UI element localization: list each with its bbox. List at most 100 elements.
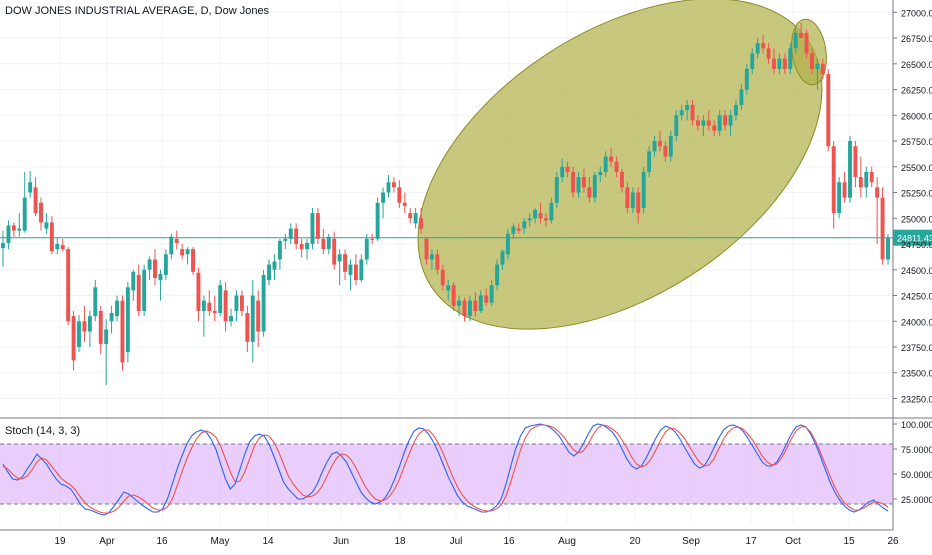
candle-body: [820, 63, 825, 75]
price-tick-label: 25500.00: [901, 163, 932, 173]
candle-body: [115, 300, 119, 317]
x-tick-label: 26: [887, 536, 899, 547]
candle-body: [826, 74, 831, 147]
candle-body: [581, 177, 586, 188]
candle-body: [381, 192, 386, 203]
price-tick-label: 24500.00: [901, 266, 932, 276]
candle-body: [663, 146, 668, 157]
candle-body: [33, 187, 38, 214]
candle-body: [60, 245, 65, 250]
candle-body: [679, 110, 684, 116]
candle-body: [543, 218, 548, 221]
candle-body: [782, 58, 787, 69]
candle-body: [402, 202, 407, 206]
candle-body: [131, 271, 136, 291]
price-tick-label: 24000.00: [901, 317, 932, 327]
candle-body: [788, 48, 793, 69]
candle-body: [359, 259, 364, 281]
candle-body: [261, 274, 266, 332]
candle-body: [299, 244, 304, 250]
x-tick-label: 20: [629, 536, 641, 547]
candle-body: [636, 192, 641, 214]
stoch-title: Stoch (14, 3, 3): [5, 425, 81, 437]
candle-body: [294, 228, 299, 245]
candle-body: [549, 202, 554, 221]
candle-body: [500, 251, 505, 265]
candle-body: [66, 249, 71, 322]
price-tick-label: 23750.00: [901, 343, 932, 353]
candle-body: [728, 115, 733, 126]
candle-body: [880, 197, 885, 260]
candle-body: [766, 48, 771, 59]
candle-body: [370, 238, 375, 240]
candle-body: [353, 264, 358, 281]
candle-body: [77, 321, 81, 347]
x-tick-label: Jul: [450, 536, 463, 547]
candle-body: [793, 32, 798, 49]
candle-body: [652, 141, 657, 152]
candle-body: [82, 321, 87, 332]
candle-body: [696, 120, 700, 126]
x-tick-label: 14: [262, 536, 274, 547]
candle-body: [6, 225, 11, 243]
candle-body: [560, 166, 565, 178]
candle-body: [429, 254, 434, 260]
candle-body: [87, 316, 92, 332]
candle-body: [11, 225, 16, 231]
candle-body: [603, 156, 608, 172]
candle-body: [734, 104, 738, 116]
x-tick-label: 16: [156, 536, 168, 547]
price-tick-label: 26500.00: [901, 60, 932, 70]
candle-body: [326, 236, 331, 250]
candle-body: [1, 242, 5, 249]
candle-body: [842, 182, 847, 198]
stoch-band: [0, 444, 893, 504]
candle-body: [315, 213, 320, 239]
candle-body: [647, 151, 652, 172]
candle-body: [272, 261, 277, 270]
candle-body: [706, 120, 711, 126]
candle-body: [109, 313, 114, 322]
x-tick-label: May: [211, 536, 230, 547]
candle-body: [223, 290, 228, 322]
candle-body: [250, 295, 255, 342]
candle-body: [22, 197, 27, 231]
candle-body: [739, 89, 744, 105]
candle-body: [478, 295, 483, 311]
candle-body: [180, 249, 185, 256]
candle-body: [750, 53, 755, 69]
candle-body: [614, 161, 619, 172]
x-tick-label: 19: [54, 536, 66, 547]
candle-body: [321, 238, 326, 250]
price-tick-label: 25250.00: [901, 189, 932, 199]
candle-body: [522, 221, 527, 229]
candle-body: [185, 249, 190, 255]
candle-body: [229, 316, 233, 322]
candle-body: [267, 264, 271, 281]
candle-body: [620, 171, 624, 188]
candle-body: [283, 238, 288, 241]
candle-body: [245, 313, 250, 342]
candle-body: [712, 125, 717, 131]
candle-body: [337, 254, 342, 262]
price-tick-label: 23250.00: [901, 394, 932, 404]
candle-body: [98, 310, 103, 344]
candle-body: [104, 329, 109, 344]
x-tick-label: 17: [745, 536, 757, 547]
candle-body: [44, 222, 49, 229]
candle-body: [239, 295, 244, 311]
candle-body: [125, 287, 130, 353]
candle-body: [71, 316, 76, 361]
x-tick-label: Apr: [99, 536, 115, 547]
candle-body: [440, 269, 445, 286]
candle-body: [858, 177, 863, 188]
candle-body: [288, 228, 293, 239]
candle-body: [761, 43, 766, 49]
candle-body: [234, 295, 239, 311]
candle-body: [391, 182, 396, 188]
candle-body: [690, 104, 695, 121]
candle-body: [408, 213, 413, 219]
price-tick-label: 23500.00: [901, 369, 932, 379]
